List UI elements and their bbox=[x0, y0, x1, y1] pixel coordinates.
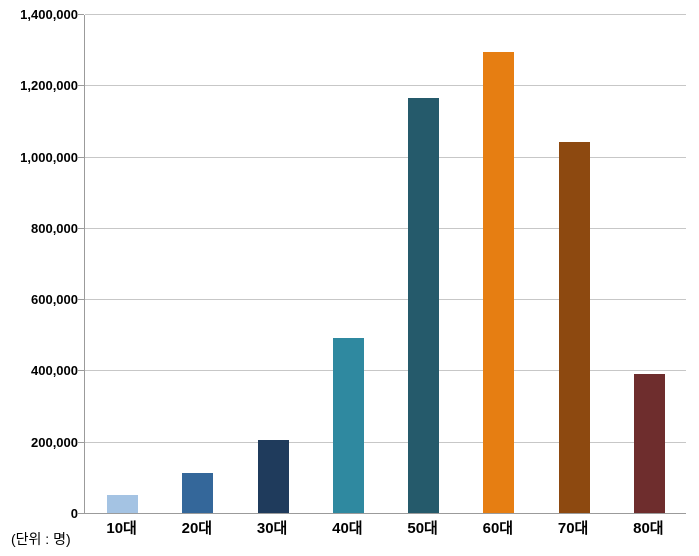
x-axis-label: 10대 bbox=[106, 520, 137, 537]
x-axis-label: 60대 bbox=[482, 520, 514, 537]
bar-20대 bbox=[182, 473, 214, 513]
gridline bbox=[85, 370, 686, 372]
y-axis-label: 0 bbox=[70, 506, 78, 521]
x-axis-label: 70대 bbox=[557, 520, 589, 537]
x-axis-label: 80대 bbox=[633, 520, 664, 537]
y-axis-tick bbox=[78, 156, 84, 158]
gridline bbox=[85, 227, 686, 229]
y-axis-label: 800,000 bbox=[31, 220, 78, 236]
y-axis-label: 200,000 bbox=[31, 434, 78, 450]
gridline bbox=[85, 14, 686, 15]
y-axis-label: 600,000 bbox=[31, 292, 78, 308]
y-axis-label: 1,200,000 bbox=[20, 78, 78, 94]
bar-10대 bbox=[107, 495, 139, 513]
gridline bbox=[85, 299, 686, 301]
y-axis-tick bbox=[78, 299, 84, 301]
x-axis-label: 40대 bbox=[332, 520, 363, 537]
x-axis-label: 20대 bbox=[181, 520, 213, 537]
plot-area bbox=[84, 14, 686, 514]
x-axis-label: 30대 bbox=[256, 520, 288, 537]
gridline bbox=[85, 85, 686, 87]
gridline bbox=[85, 156, 686, 158]
y-axis-tick bbox=[78, 85, 84, 87]
x-axis-label: 50대 bbox=[407, 520, 438, 537]
y-axis-label: 1,400,000 bbox=[20, 7, 78, 22]
y-axis-tick bbox=[78, 14, 84, 15]
gridline bbox=[85, 441, 686, 443]
bar-40대 bbox=[332, 338, 364, 513]
bar-60대 bbox=[483, 52, 515, 513]
y-axis-tick bbox=[78, 441, 84, 443]
bar-70대 bbox=[558, 142, 590, 513]
unit-label: (단위 : 명) bbox=[11, 531, 71, 547]
y-axis-tick bbox=[78, 227, 84, 229]
bar-80대 bbox=[633, 374, 665, 513]
y-axis-tick bbox=[78, 370, 84, 372]
y-axis-tick bbox=[78, 513, 84, 514]
y-axis-label: 400,000 bbox=[31, 363, 78, 379]
bar-50대 bbox=[408, 98, 440, 513]
y-axis-label: 1,000,000 bbox=[20, 149, 78, 165]
bar-30대 bbox=[257, 440, 289, 513]
